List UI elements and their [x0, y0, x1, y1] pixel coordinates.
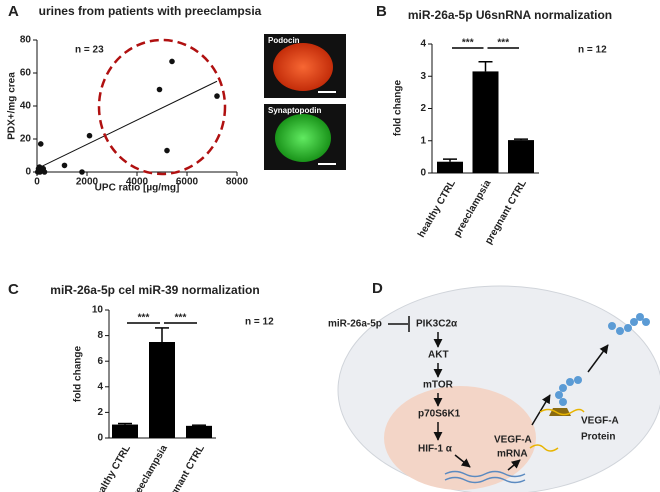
- x-axis-label: UPC ratio [µg/mg]: [95, 183, 180, 194]
- panel-letter: D: [372, 280, 383, 297]
- y-axis-label: fold change: [393, 80, 404, 137]
- label: Protein: [581, 432, 615, 443]
- y-tick-label: 3: [420, 71, 426, 82]
- protein: [555, 376, 582, 406]
- significance-label: ***: [497, 38, 509, 49]
- label: mTOR: [423, 380, 454, 391]
- label: AKT: [428, 350, 449, 361]
- chart-title: miR-26a-5p cel miR-39 normalization: [50, 283, 259, 297]
- image-label: Podocin: [268, 36, 300, 45]
- x-tick-label: 0: [34, 177, 40, 188]
- y-tick-label: 80: [20, 35, 32, 46]
- y-tick-label: 10: [92, 305, 104, 316]
- x-tick-label: 6000: [176, 177, 199, 188]
- secreted-protein: [608, 313, 650, 335]
- bar: [437, 161, 463, 173]
- point: [37, 141, 44, 147]
- arrow: [454, 454, 471, 468]
- cell: [275, 114, 331, 162]
- significance-label: ***: [462, 38, 474, 49]
- cell: [273, 43, 333, 91]
- cell-tint: [275, 114, 331, 162]
- point: [61, 162, 68, 169]
- point: [164, 147, 170, 154]
- y-tick-label: 0: [420, 168, 426, 179]
- highlight: [97, 38, 227, 176]
- x-tick-label: healthy CTRL: [416, 178, 458, 239]
- pathway-diagram: D miR-26a-5p PIK3C2α AKT mTOR p70S6K1 HI…: [328, 280, 660, 492]
- image-label: Synaptopodin: [268, 106, 321, 115]
- nucleus: [384, 386, 536, 490]
- bar: [186, 425, 212, 438]
- y-tick-label: 8: [97, 330, 103, 341]
- significance-label: ***: [138, 313, 150, 324]
- y-tick-label: 1: [420, 135, 426, 146]
- label: VEGF-A: [581, 416, 619, 427]
- x-tick-label: healthy CTRL: [91, 443, 133, 492]
- y-axis-label: PDX+/mg crea: [7, 72, 18, 140]
- chart-title: miR-26a-5p U6snRNA normalization: [408, 8, 612, 22]
- label: VEGF-A: [494, 435, 532, 446]
- label: p70S6K1: [418, 409, 461, 420]
- bar: [149, 342, 175, 438]
- y-tick-label: 0: [97, 433, 103, 444]
- dna: [444, 476, 526, 484]
- arrow: [531, 394, 551, 426]
- label: PIK3C2α: [416, 319, 458, 330]
- panel-letter: C: [8, 281, 19, 298]
- trendline: [36, 80, 218, 170]
- label: miR-26a-5p: [328, 319, 382, 330]
- y-tick-label: 6: [97, 356, 103, 367]
- point: [214, 93, 220, 99]
- annotation: n = 12: [578, 45, 607, 56]
- panel-letter: B: [376, 3, 387, 20]
- y-tick-label: 2: [420, 103, 426, 114]
- significance-label: ***: [175, 313, 187, 324]
- annotation: n = 23: [75, 45, 104, 56]
- bar: [472, 71, 499, 173]
- y-tick-label: 2: [97, 407, 103, 418]
- annotation: n = 12: [245, 317, 274, 328]
- dna: [444, 470, 526, 478]
- micrographs: Podocin Synaptopodin: [264, 34, 346, 170]
- bar: [508, 140, 534, 173]
- x-tick-label: preeclampsia: [128, 443, 170, 492]
- point: [41, 169, 48, 175]
- cell-tint: [273, 43, 333, 91]
- point: [169, 58, 175, 65]
- label: HIF-1 α: [418, 444, 453, 455]
- bar: [112, 424, 138, 438]
- point: [37, 169, 43, 175]
- y-tick-label: 4: [97, 381, 103, 392]
- label: mRNA: [497, 449, 528, 460]
- panel-letter: A: [8, 3, 19, 20]
- y-tick-label: 4: [420, 39, 426, 50]
- arrow: [507, 459, 521, 471]
- point: [86, 132, 93, 139]
- x-tick-label: preeclampsia: [452, 178, 494, 239]
- x-tick-label: 8000: [226, 177, 249, 188]
- x-tick-label: 4000: [126, 177, 149, 188]
- point: [79, 169, 85, 175]
- y-axis-label: fold change: [73, 346, 84, 403]
- y-tick-label: 40: [20, 101, 32, 112]
- point: [156, 86, 163, 93]
- mrna: [539, 408, 585, 416]
- chart-title: urines from patients with preeclampsia: [39, 4, 262, 18]
- arrow: [587, 344, 609, 373]
- mrna: [529, 444, 559, 452]
- x-tick-label: 2000: [76, 177, 99, 188]
- y-tick-label: 20: [20, 134, 32, 145]
- y-tick-label: 60: [20, 68, 32, 79]
- y-tick-label: 0: [25, 167, 31, 178]
